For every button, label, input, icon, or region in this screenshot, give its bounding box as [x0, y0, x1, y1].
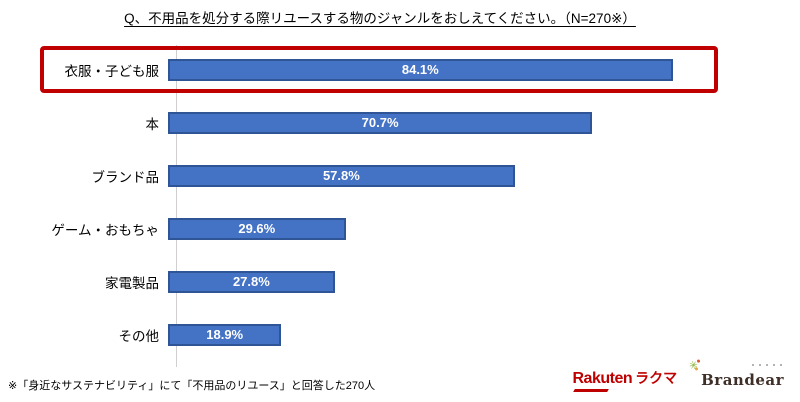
sparkle-icon: ✳ — [687, 358, 700, 373]
rakuten-rakuma-logo: Rakuten ラクマ — [573, 368, 678, 398]
bar: 70.7% — [168, 111, 593, 134]
logo-area: Rakuten ラクマ ✳ Brandear — [573, 357, 791, 398]
category-label: その他 — [118, 328, 160, 344]
bar: 27.8% — [168, 270, 335, 293]
bar-value-label: 29.6% — [238, 221, 276, 236]
bar: 84.1% — [168, 58, 673, 81]
bar-value-label: 18.9% — [206, 327, 244, 342]
chart-row: 本 70.7% — [0, 96, 800, 149]
rakuten-wordmark: Rakuten — [572, 370, 633, 387]
category-label: 家電製品 — [105, 275, 159, 291]
y-axis-line — [176, 45, 177, 367]
bar: 29.6% — [168, 217, 346, 240]
chart-row: 家電製品 27.8% — [0, 255, 800, 308]
bar-track: 84.1% — [168, 58, 800, 81]
bar: 57.8% — [168, 164, 515, 187]
dots-decoration-icon — [752, 364, 786, 367]
rakuma-wordmark: ラクマ — [635, 370, 678, 386]
bar-track: 70.7% — [168, 111, 800, 134]
chart-row: ゲーム・おもちゃ 29.6% — [0, 202, 800, 255]
footnote: ※「身近なサステナビリティ」にて「不用品のリユース」と回答した270人 — [8, 380, 376, 392]
bar-value-label: 27.8% — [232, 274, 270, 289]
bar-chart: 衣服・子ども服 84.1% 本 70.7% ブランド品 57.8% ゲーム・おもちゃ 29.6… — [0, 43, 800, 367]
category-label: ブランド品 — [91, 169, 160, 185]
category-label: 衣服・子ども服 — [64, 63, 160, 79]
chart-row: 衣服・子ども服 84.1% — [0, 43, 800, 96]
bar-value-label: 70.7% — [361, 115, 399, 130]
bar-value-label: 84.1% — [401, 62, 439, 77]
bar-track: 57.8% — [168, 164, 800, 187]
bar-track: 27.8% — [168, 270, 800, 293]
chart-row: ブランド品 57.8% — [0, 149, 800, 202]
bar: 18.9% — [168, 323, 282, 346]
chart-rows: 衣服・子ども服 84.1% 本 70.7% ブランド品 57.8% ゲーム・おもちゃ 29.6… — [0, 43, 800, 361]
bar-track: 18.9% — [168, 323, 800, 346]
brandear-wordmark: Brandear — [701, 371, 784, 389]
chart-row: その他 18.9% — [0, 308, 800, 361]
category-label: 本 — [145, 116, 160, 132]
brandear-logo: ✳ Brandear — [687, 357, 790, 398]
chart-title: Q、不用品を処分する際リユースする物のジャンルをおしえてください。（N=270※… — [124, 11, 636, 26]
category-label: ゲーム・おもちゃ — [51, 222, 159, 238]
bar-track: 29.6% — [168, 217, 800, 240]
bar-value-label: 57.8% — [322, 168, 360, 183]
